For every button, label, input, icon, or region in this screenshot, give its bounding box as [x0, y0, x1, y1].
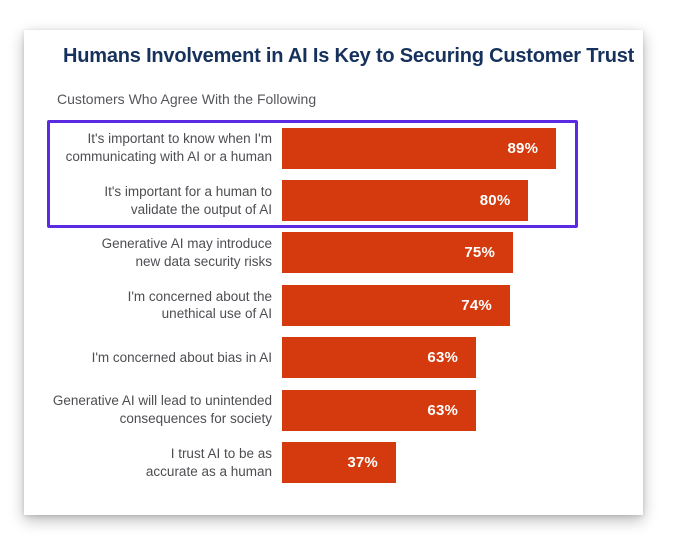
category-label: I'm concerned about bias in AI — [91, 349, 272, 365]
bar-row: I'm concerned about bias in AI 63% — [44, 332, 624, 384]
bar-track: 80% — [282, 180, 624, 222]
bar-track: 89% — [282, 127, 624, 169]
bar-track: 63% — [282, 389, 624, 431]
category-label: I'm concerned about the unethical use of … — [127, 288, 272, 322]
bar-value-label: 75% — [464, 244, 495, 262]
bar-chart: It's important to know when I'm communica… — [44, 122, 624, 489]
bar-row: Generative AI will lead to unintended con… — [44, 384, 624, 436]
bar-row: It's important for a human to validate th… — [44, 174, 624, 226]
bar-track: 37% — [282, 442, 624, 484]
bar: 37% — [282, 442, 396, 484]
category-label: It's important to know when I'm communica… — [65, 131, 272, 165]
bar-track: 74% — [282, 284, 624, 326]
category-label: Generative AI will lead to unintended con… — [52, 393, 272, 427]
bar: 89% — [282, 127, 557, 169]
chart-card: Humans Involvement in AI Is Key to Secur… — [24, 30, 643, 515]
bar: 74% — [282, 284, 510, 326]
bar-value-label: 63% — [427, 401, 459, 419]
bar-row: I trust AI to be as accurate as a human 37… — [44, 436, 624, 488]
chart-subtitle: Customers Who Agree With the Following — [57, 91, 317, 107]
category-label: Generative AI may introduce new data secu… — [101, 236, 272, 269]
bar: 63% — [282, 337, 477, 379]
bar: 75% — [282, 232, 513, 274]
bar-value-label: 80% — [479, 192, 511, 210]
bar-track: 75% — [282, 232, 624, 274]
bar-row: It's important to know when I'm communica… — [44, 122, 624, 174]
bar-value-label: 89% — [507, 139, 539, 157]
category-label: I trust AI to be as accurate as a human — [145, 445, 272, 479]
bar-row: I'm concerned about the unethical use of … — [44, 279, 624, 331]
chart-title: Humans Involvement in AI Is Key to Secur… — [63, 45, 635, 67]
bar-row: Generative AI may introduce new data secu… — [44, 227, 624, 279]
bar: 80% — [282, 180, 529, 222]
bar-value-label: 63% — [427, 349, 459, 367]
bar-value-label: 74% — [461, 296, 492, 314]
bar-track: 63% — [282, 337, 624, 379]
category-label: It's important for a human to validate th… — [104, 183, 272, 217]
bar: 63% — [282, 389, 477, 431]
bar-value-label: 37% — [347, 454, 378, 472]
